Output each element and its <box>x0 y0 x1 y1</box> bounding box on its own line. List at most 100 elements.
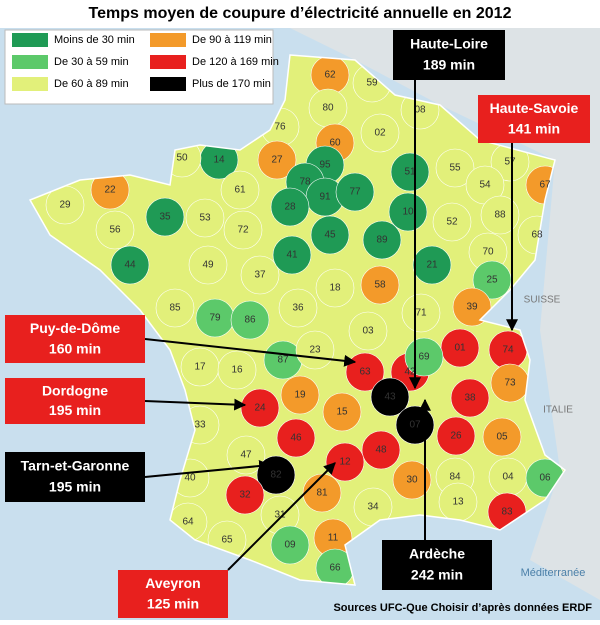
department-area <box>225 475 265 515</box>
france <box>30 55 565 585</box>
callout-value: 195 min <box>49 479 101 495</box>
department-code: 42 <box>404 367 416 378</box>
department-code: 55 <box>449 163 461 174</box>
department-code: 77 <box>349 187 361 198</box>
department-code: 17 <box>194 362 206 373</box>
department-code: 51 <box>404 167 416 178</box>
callout-box <box>5 378 145 424</box>
department-area <box>390 152 430 192</box>
department-code: 44 <box>124 260 136 271</box>
department-code: 45 <box>324 230 336 241</box>
department-code: 47 <box>240 450 252 461</box>
legend-swatch <box>12 77 48 91</box>
department-code: 79 <box>209 313 221 324</box>
department-code: 74 <box>502 345 514 356</box>
department-code: 80 <box>322 103 334 114</box>
department-code: 64 <box>182 517 194 528</box>
legend-swatch <box>12 33 48 47</box>
department-code: 68 <box>531 230 543 241</box>
department-code: 10 <box>402 207 414 218</box>
department-code: 81 <box>316 488 328 499</box>
department-code: 04 <box>502 472 514 483</box>
department-area <box>276 418 316 458</box>
department-code: 21 <box>426 260 438 271</box>
department-code: 02 <box>374 128 386 139</box>
callout-arrow <box>144 398 247 411</box>
callout-name: Ardèche <box>409 546 465 562</box>
department-area <box>335 172 375 212</box>
department-area <box>185 198 225 238</box>
department-code: 39 <box>466 302 478 313</box>
department-area <box>223 210 263 250</box>
department-code: 52 <box>446 217 458 228</box>
legend-label: Plus de 170 min <box>192 78 271 90</box>
callout-box <box>5 452 145 502</box>
department-code: 15 <box>336 407 348 418</box>
department-code: 09 <box>284 540 296 551</box>
department-area <box>145 197 185 237</box>
department-area <box>220 170 260 210</box>
department-code: 36 <box>292 303 304 314</box>
department-area <box>392 460 432 500</box>
department-area <box>435 148 475 188</box>
department-code: 29 <box>59 200 71 211</box>
department-code: 06 <box>539 473 551 484</box>
department-code: 19 <box>294 390 306 401</box>
legend-label: Moins de 30 min <box>54 34 135 46</box>
callout-name: Dordogne <box>42 383 108 399</box>
neighbor-label: ITALIE <box>543 405 573 416</box>
department-area <box>482 417 522 457</box>
department-area <box>348 311 388 351</box>
department-code: 62 <box>324 70 336 81</box>
department-code: 22 <box>104 185 116 196</box>
department-area <box>110 245 150 285</box>
department-area <box>452 287 492 327</box>
legend-swatch <box>150 55 186 69</box>
department-code: 41 <box>286 250 298 261</box>
callout-box <box>5 315 145 363</box>
callout-arrow <box>144 338 357 367</box>
callout-name: Puy-de-Dôme <box>30 320 120 336</box>
department-code: 18 <box>329 283 341 294</box>
department-area <box>270 525 310 565</box>
department-code: 63 <box>359 367 371 378</box>
department-code: 69 <box>418 352 430 363</box>
department-area <box>280 375 320 415</box>
department-code: 87 <box>277 355 289 366</box>
department-code: 66 <box>329 563 341 574</box>
department-area <box>360 265 400 305</box>
department-area <box>226 435 266 475</box>
department-area <box>188 245 228 285</box>
department-code: 05 <box>496 432 508 443</box>
department-code: 57 <box>504 157 516 168</box>
callout-arrow <box>227 462 336 571</box>
department-code: 23 <box>309 345 321 356</box>
department-code: 31 <box>274 510 286 521</box>
callout-name: Aveyron <box>145 575 201 591</box>
department-code: 12 <box>339 457 351 468</box>
department-code: 49 <box>202 260 214 271</box>
department-code: 53 <box>199 213 211 224</box>
department-area <box>436 416 476 456</box>
department-code: 28 <box>284 202 296 213</box>
department-area <box>322 392 362 432</box>
department-code: 38 <box>464 393 476 404</box>
callout-value: 125 min <box>147 595 199 611</box>
callout-value: 195 min <box>49 402 101 418</box>
department-code: 78 <box>299 177 311 188</box>
legend-box <box>4 29 274 105</box>
department-code: 46 <box>290 433 302 444</box>
callout-box <box>118 570 228 618</box>
department-code: 82 <box>270 470 282 481</box>
department-area <box>432 202 472 242</box>
department-code: 76 <box>274 122 286 133</box>
department-code: 26 <box>450 431 462 442</box>
department-area <box>315 268 355 308</box>
department-code: 84 <box>449 472 461 483</box>
neighbor-label: SUISSE <box>524 295 561 306</box>
department-code: 86 <box>244 315 256 326</box>
department-area <box>370 377 410 417</box>
department-code: 32 <box>239 490 251 501</box>
department-code: 61 <box>234 185 246 196</box>
department-code: 65 <box>221 535 233 546</box>
